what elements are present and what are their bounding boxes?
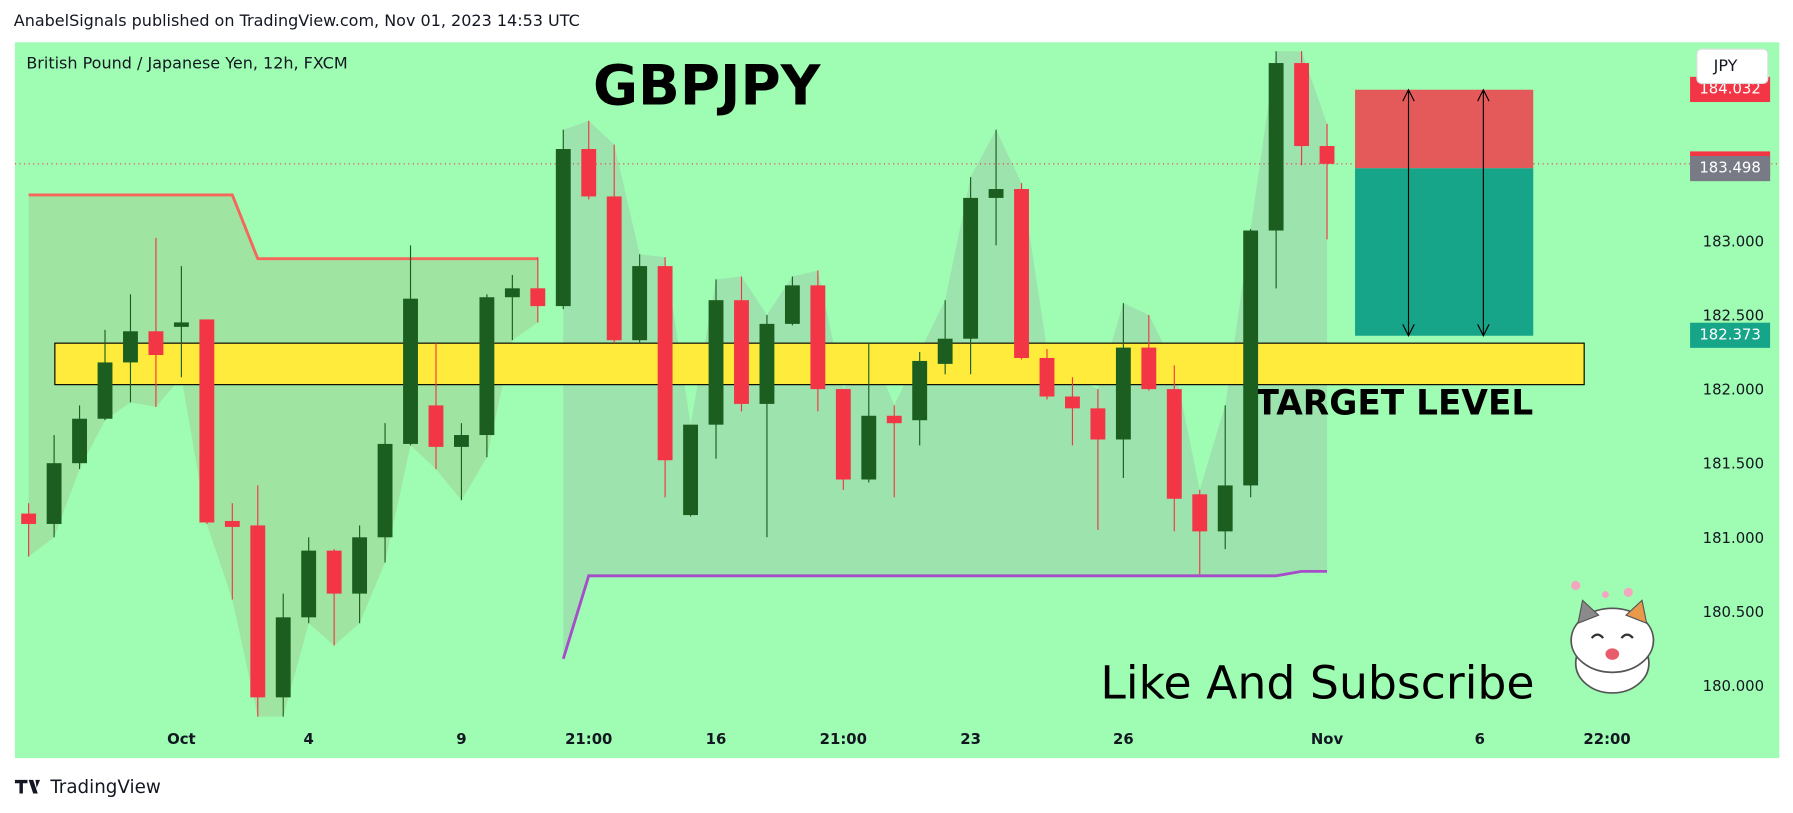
logo: [14, 779, 41, 794]
candle-body: [784, 285, 800, 324]
candle-body: [97, 362, 113, 419]
x-tick-label: 22:00: [1583, 730, 1630, 748]
candle-body: [683, 424, 699, 516]
price-tag-label: 183.498: [1699, 159, 1760, 177]
candle-body: [199, 319, 215, 523]
candle-body: [377, 443, 393, 538]
candle-body: [886, 415, 902, 424]
y-tick-label: 182.000: [1703, 381, 1764, 399]
candle-body: [326, 550, 342, 594]
x-tick-label: 6: [1475, 730, 1485, 748]
candle-body: [1166, 389, 1182, 499]
candle-body: [479, 297, 495, 436]
candle-body: [988, 189, 1004, 198]
candle-body: [759, 323, 775, 404]
candle-body: [632, 266, 648, 341]
candle-body: [1268, 63, 1284, 231]
candle-body: [504, 288, 520, 298]
footer: TradingView: [49, 777, 161, 798]
y-tick-label: 180.000: [1703, 677, 1764, 695]
x-tick-label: 16: [706, 730, 727, 748]
chart-title: GBPJPY: [593, 53, 822, 117]
candle-body: [606, 196, 622, 341]
x-tick-label: 21:00: [565, 730, 612, 748]
price-tag: [1690, 322, 1771, 348]
candle-body: [1217, 485, 1233, 532]
candle-body: [1294, 63, 1310, 147]
price-tag-label: 182.373: [1699, 325, 1760, 343]
candle-body: [912, 360, 928, 421]
candle-body: [963, 197, 979, 339]
candle-body: [1039, 357, 1055, 397]
candle-body: [173, 322, 189, 327]
candle-body: [937, 338, 953, 364]
stop-zone: [1355, 89, 1534, 169]
candle-body: [530, 288, 546, 307]
range-arrow: [1402, 88, 1415, 338]
candle-body: [810, 285, 826, 390]
y-tick-label: 181.000: [1703, 529, 1764, 547]
candle-body: [1065, 396, 1080, 409]
x-tick-label: Oct: [167, 730, 196, 748]
candle-body: [1115, 347, 1131, 440]
support-line: [561, 569, 1328, 660]
header: AnabelSignals published on TradingView.c…: [14, 11, 580, 30]
candle-body: [861, 415, 877, 480]
candle-body: [301, 550, 317, 618]
candle-body: [581, 149, 597, 197]
candle-body: [123, 331, 138, 363]
candle-body: [454, 435, 469, 447]
x-tick-label: 4: [304, 730, 314, 748]
resistance-line: [28, 193, 538, 261]
currency-label: JPY: [1713, 56, 1738, 75]
candle-body: [72, 418, 87, 464]
y-tick-label: 181.500: [1703, 455, 1764, 473]
subtitle: British Pound / Japanese Yen, 12h, FXCM: [26, 54, 347, 73]
y-tick-label: 183.000: [1703, 232, 1764, 250]
candle-body: [148, 331, 164, 356]
candle-body: [1141, 347, 1157, 390]
annotation: Like And Subscribe: [1100, 657, 1534, 710]
mascot: [1570, 580, 1655, 694]
candle-body: [275, 617, 291, 698]
x-tick-label: 21:00: [820, 730, 867, 748]
candle-body: [250, 525, 266, 698]
candle-body: [835, 389, 851, 480]
candle-body: [352, 537, 368, 594]
candle-body: [555, 149, 571, 307]
range-arrow: [1477, 88, 1490, 338]
candle-body: [403, 298, 418, 444]
x-tick-label: 23: [960, 730, 981, 748]
candle-body: [21, 513, 37, 524]
candle-body: [1319, 146, 1335, 164]
target-label: TARGET LEVEL: [1256, 384, 1534, 424]
y-tick-label: 180.500: [1703, 603, 1764, 621]
currency-button[interactable]: [1696, 48, 1769, 85]
x-tick-label: Nov: [1311, 730, 1344, 748]
candle-body: [428, 405, 444, 447]
target-zone: [1355, 168, 1534, 336]
candle-body: [708, 300, 724, 425]
candle-body: [657, 266, 673, 461]
candle-body: [1243, 230, 1259, 486]
y-tick-label: 182.500: [1703, 306, 1764, 324]
candle-body: [1014, 189, 1029, 358]
candle-body: [46, 463, 62, 524]
x-tick-label: 9: [456, 730, 466, 748]
candle-body: [1192, 494, 1208, 532]
price-tag: [1690, 155, 1771, 182]
candle-body: [1090, 408, 1106, 440]
candle-body: [224, 520, 240, 527]
candle-body: [734, 300, 749, 404]
x-tick-label: 26: [1113, 730, 1134, 748]
